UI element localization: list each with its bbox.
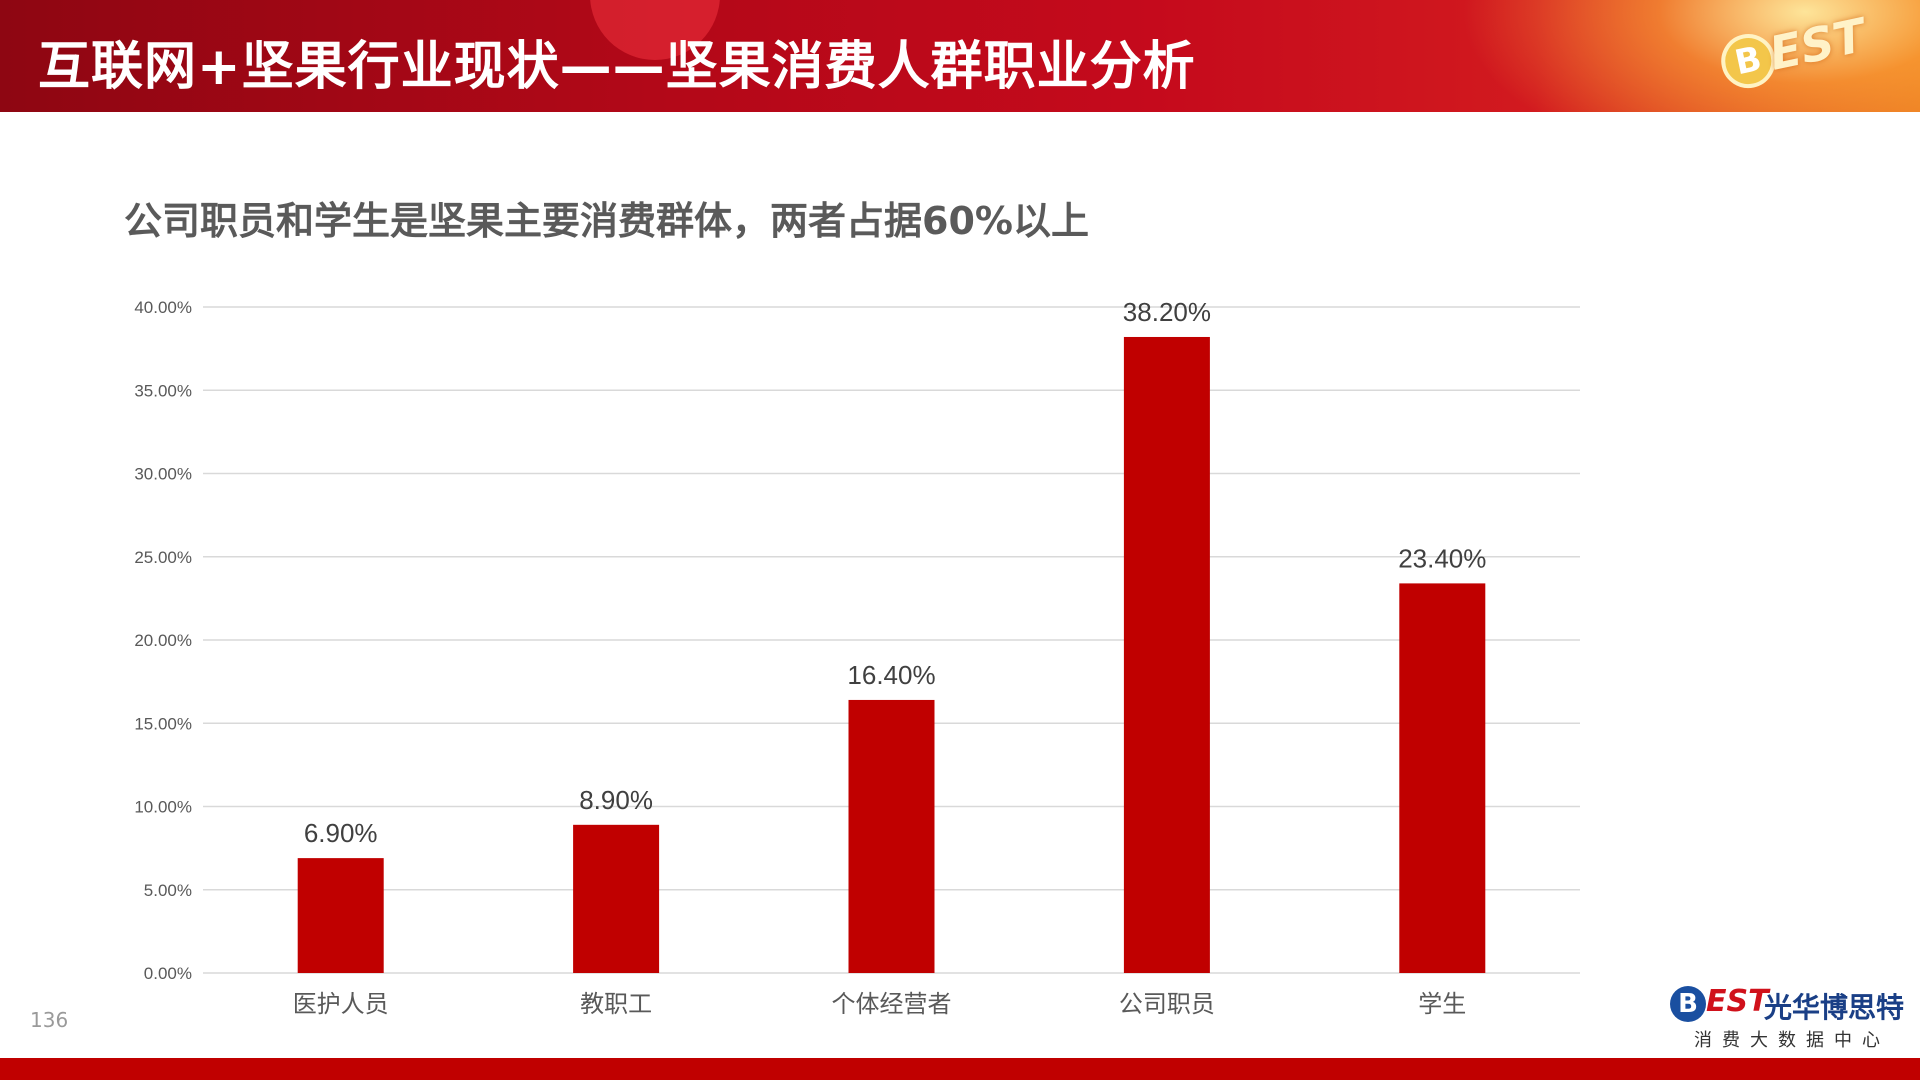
bar	[573, 824, 660, 973]
bar-data-label: 23.40%	[1398, 543, 1486, 573]
x-tick-label: 学生	[1418, 990, 1466, 1018]
x-tick-label: 个体经营者	[832, 990, 952, 1018]
footer-logo-cn: 光华博思特	[1764, 991, 1905, 1024]
footer-logo-mark: B	[1670, 986, 1706, 1022]
bottom-accent-bar	[0, 1058, 1920, 1080]
header-banner: 互联网+坚果行业现状——坚果消费人群职业分析 B EST	[0, 0, 1920, 112]
bar	[1123, 336, 1210, 974]
bar	[848, 699, 935, 973]
bar-data-label: 16.40%	[847, 660, 935, 690]
page-number: 136	[30, 1008, 69, 1032]
y-tick-label: 40.00%	[134, 298, 192, 317]
bar-data-label: 38.20%	[1123, 297, 1211, 327]
bar-data-label: 6.90%	[304, 818, 378, 848]
y-tick-label: 25.00%	[134, 548, 192, 567]
x-tick-label: 教职工	[580, 990, 652, 1018]
bar	[1399, 583, 1486, 973]
chart-subtitle: 公司职员和学生是坚果主要消费群体，两者占据60%以上	[124, 199, 1089, 243]
y-tick-label: 15.00%	[134, 714, 192, 733]
y-tick-label: 0.00%	[144, 964, 192, 983]
x-tick-label: 医护人员	[293, 990, 389, 1018]
bars	[297, 336, 1486, 974]
data-labels: 6.90% 8.90% 16.40% 38.20% 23.40%	[304, 297, 1487, 848]
y-tick-label: 30.00%	[134, 465, 192, 484]
header-decoration	[1460, 0, 1920, 112]
page-title: 互联网+坚果行业现状——坚果消费人群职业分析	[38, 37, 1196, 97]
x-tick-label: 公司职员	[1119, 990, 1215, 1018]
y-axis-ticks: 0.00% 5.00% 10.00% 15.00% 20.00% 25.00% 30.00%…	[134, 298, 192, 983]
footer-logo-word: EST	[1706, 984, 1769, 1019]
y-tick-label: 20.00%	[134, 631, 192, 650]
y-tick-label: 10.00%	[134, 798, 192, 817]
footer-logo-tagline: 消费大数据中心	[1694, 1030, 1890, 1051]
x-axis-ticks: 医护人员 教职工 个体经营者 公司职员 学生	[293, 990, 1467, 1018]
y-tick-label: 5.00%	[144, 881, 192, 900]
bar	[297, 858, 384, 973]
y-tick-label: 35.00%	[134, 381, 192, 400]
bar-data-label: 8.90%	[579, 785, 653, 815]
footer-logo: B EST 光华博思特 消费大数据中心	[1668, 982, 1908, 1051]
